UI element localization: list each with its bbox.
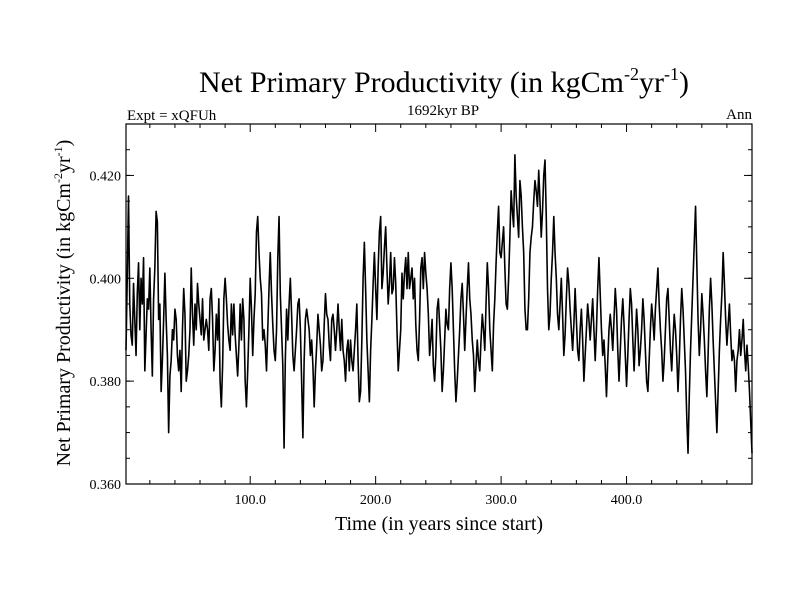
y-axis-label-main: Net Primary Productivity (in kgCm (53, 183, 75, 467)
x-tick-label: 400.0 (611, 493, 643, 508)
chart-title: Net Primary Productivity (in kgCm-2yr-1) (199, 64, 689, 99)
x-tick-label: 100.0 (234, 493, 266, 508)
x-tick-label: 300.0 (485, 493, 517, 508)
chart-title-sup1: -2 (624, 64, 639, 84)
y-tick-label: 0.400 (90, 272, 122, 287)
subtitle-center: 1692kyr BP (407, 103, 479, 119)
subtitle-right: Ann (726, 107, 752, 123)
y-tick-label: 0.360 (90, 478, 122, 493)
y-axis-label-sup2: -1 (51, 146, 65, 156)
chart-title-sup2: -1 (664, 64, 679, 84)
y-tick-label: 0.420 (90, 169, 122, 184)
chart-title-end: ) (679, 66, 689, 99)
series-line-npp (125, 154, 753, 454)
subtitle-left: Expt = xQFUh (127, 108, 217, 124)
chart-title-main: Net Primary Productivity (in kgCm (199, 66, 624, 99)
y-tick-label: 0.380 (90, 375, 122, 390)
x-tick-label: 200.0 (360, 493, 392, 508)
y-axis-label: Net Primary Productivity (in kgCm-2yr-1) (51, 140, 75, 467)
y-axis-label-mid: yr (53, 156, 75, 173)
y-axis-label-sup1: -2 (51, 173, 65, 183)
y-axis-ticks: 0.360 0.380 0.400 0.420 (90, 149, 752, 493)
chart-title-mid: yr (639, 66, 664, 99)
x-axis-ticks: 100.0 200.0 300.0 400.0 (149, 124, 728, 508)
x-axis-label: Time (in years since start) (335, 513, 543, 535)
y-axis-label-end: ) (53, 140, 75, 147)
